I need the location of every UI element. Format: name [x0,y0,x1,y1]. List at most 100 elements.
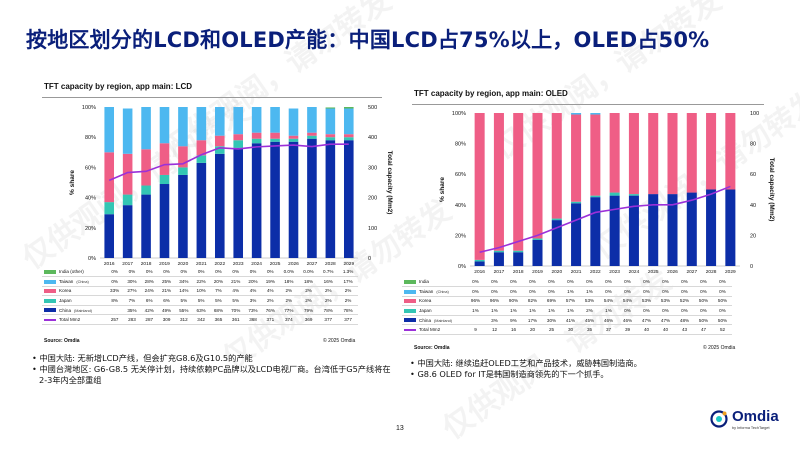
data-table-cell: 1% [599,305,618,316]
data-table-row: China (Mainland) 35% 42% 49% 55% 63% 68% 70% 73% 7… [42,305,358,316]
data-table-cell: 28% [140,276,158,287]
bar-segment-taiwan [233,107,244,135]
x-tick-label: 2023 [233,261,244,267]
bar-segment-korea [122,153,133,195]
legend-swatch [44,319,56,321]
x-tick-label: 2024 [251,261,262,267]
data-table-cell: 19% [261,276,279,287]
data-table-cell: 17% [523,315,542,326]
data-table-cell: 0% [599,277,618,288]
bar-segment-taiwan [307,107,317,133]
data-table-cell: 0% [485,277,504,288]
bar-segment-china [233,147,244,258]
y-tick-label: 40% [85,196,96,202]
lcd-notes: • 中国大陆: 无新增LCD产线，但会扩充G8.6及G10.5的产能 • 中國台… [32,353,392,386]
oled-data-table: India 0% 0% 0% 0% 0% 0% 0% 0% 0% 0% 0% 0% 0% 0% Taiwan(… [402,277,732,336]
data-table-cell: 21% [157,286,176,297]
bar-segment-korea [233,134,244,141]
bar-segment-korea [104,152,115,203]
data-table-cell: 0% [618,286,637,297]
oled-notes: • 中国大陆: 继续追赶OLED工艺和产品技术，威胁韩国制造商。 • G8.6 … [410,358,780,380]
data-table-cell: 0% [618,305,637,316]
data-table-cell: 34% [175,276,193,287]
data-table-cell: 21% [227,276,245,287]
data-table-cell: 55% [175,305,193,316]
data-table-cell: 18% [278,276,299,287]
data-table-cell: 5% [209,295,228,306]
data-table-cell: 3% [485,315,504,326]
legend-series-qualifier: (China) [436,289,449,294]
data-table-cell: 0% [656,305,675,316]
legend-series-name: China [419,317,432,323]
bar-segment-korea [343,134,354,138]
bar-segment-china [288,141,299,258]
x-tick-label: 2019 [159,261,170,267]
legend-series-name: Korea [419,298,432,304]
data-table-cell: 0% [580,277,599,288]
y-tick-label: 60% [455,172,466,178]
bar-segment-korea [325,134,336,138]
bar-segment-japan [122,194,133,206]
data-table-cell: 377 [338,314,358,326]
data-table-cell: 0% [542,277,561,288]
data-table-cell: 77% [278,305,299,316]
data-table-cell: 6% [140,295,158,306]
data-table-cell: 48% [675,315,694,326]
bar-segment-china [214,153,225,258]
bar-segment-taiwan [196,107,207,141]
x-tick-label: 2028 [325,261,336,267]
x-tick-label: 2018 [513,269,524,275]
data-table-cell [106,305,124,316]
bar-segment-taiwan [270,107,280,133]
oled-panel-top-rule [412,104,764,105]
bar-segment-china [474,261,485,266]
legend-swatch [404,329,416,331]
data-table-cell: 39 [618,324,637,336]
legend-swatch [44,269,56,274]
data-table-cell: 16 [504,324,523,336]
bar-segment-japan [571,201,582,204]
bar-segment-china [706,189,717,266]
y2-tick-label: 0 [368,256,371,262]
x-tick-label: 2019 [532,269,543,275]
data-table-row: Taiwan (China) 0% 0% 0% 0% 0% 1% 1% 0% 0% 0% 0% 0% 0% 0… [402,286,732,297]
bar-segment-korea [288,135,299,139]
bar-segment-japan [532,238,543,240]
data-table-cell: 63% [192,305,210,316]
data-table-cell: 0% [261,267,279,278]
bar-segment-korea [667,113,678,195]
bar-segment-taiwan [325,108,336,135]
data-table-cell: 0% [192,267,210,278]
bar-segment-korea [307,132,317,136]
legend-series-name: Total Mm2 [419,327,441,333]
data-table-cell: 2% [318,286,339,297]
data-table-cell: 54% [618,296,637,307]
bar-segment-japan [214,146,225,154]
bar-segment-japan [251,138,262,144]
legend-swatch [44,279,56,284]
y2-tick-label: 100 [750,111,759,117]
data-table-cell: 17% [338,276,358,287]
data-table-cell: 0% [561,277,580,288]
oled-note-item: • G8.6 OLED for IT是韩国制造商领先的下一个抓手。 [410,369,609,379]
bar-segment-taiwan [214,107,225,136]
y2-tick-label: 60 [750,172,756,178]
data-table-cell: 0% [504,277,523,288]
bar-segment-korea [159,143,170,175]
data-table-series-label: Total Mm2 [402,324,466,336]
data-table-cell: 8% [106,295,124,306]
bar-segment-taiwan [159,107,170,144]
data-table-cell: 16% [318,276,339,287]
bar-segment-china [307,138,317,258]
oled-copyright: © 2025 Omdia [703,345,736,351]
data-table-cell: 37 [599,324,618,336]
omdia-logo-text: Omdia [732,408,779,425]
bar-segment-japan [104,202,115,215]
bar-segment-china [104,214,115,258]
data-table-cell: 0% [656,286,675,297]
data-table-cell: 5% [192,295,210,306]
bar-segment-japan [307,135,317,139]
data-table-cell: 7% [209,286,228,297]
legend-swatch [404,308,416,313]
omdia-logo: Omdia by Informa TechTarget [710,408,790,440]
